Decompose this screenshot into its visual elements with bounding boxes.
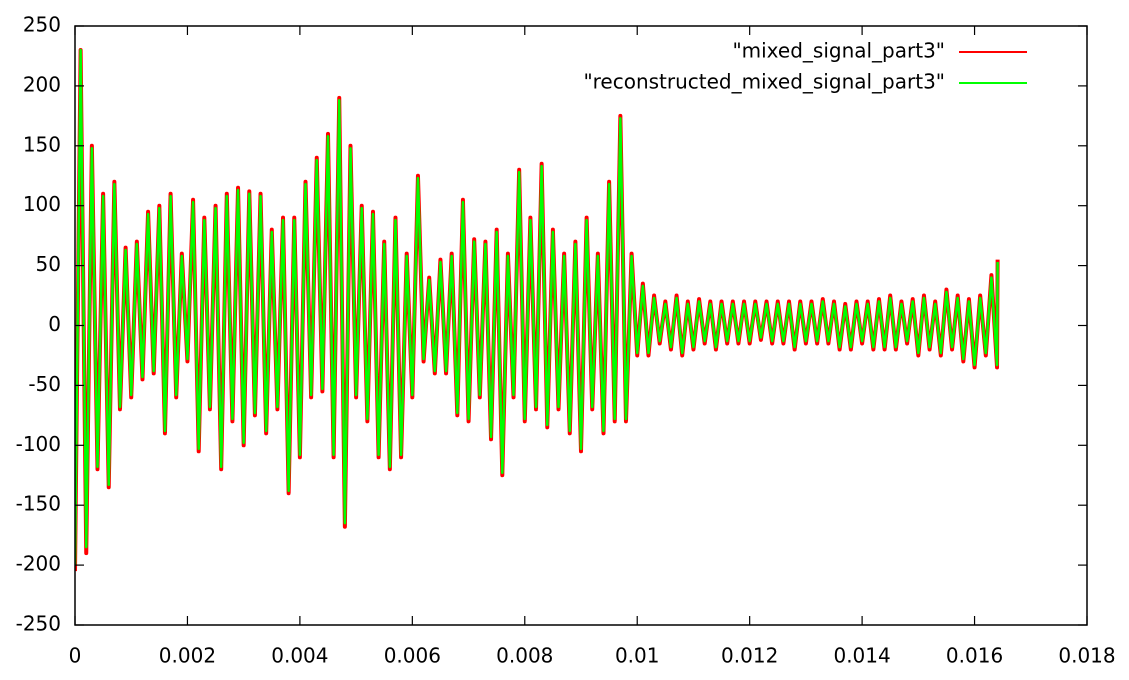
y-tick-label: -100: [16, 432, 61, 456]
x-tick-label: 0.014: [833, 644, 890, 668]
x-tick-label: 0.016: [946, 644, 1003, 668]
plot-area: [75, 47, 1000, 572]
y-tick-label: 250: [23, 13, 61, 37]
y-tick-label: 100: [23, 192, 61, 216]
x-tick-label: 0.012: [721, 644, 778, 668]
x-tick-label: 0.002: [159, 644, 216, 668]
x-tick-label: 0.018: [1058, 644, 1115, 668]
legend-label: "reconstructed_mixed_signal_part3": [583, 70, 945, 94]
x-tick-label: 0.008: [496, 644, 553, 668]
y-tick-label: -150: [16, 492, 61, 516]
y-tick-label: 0: [48, 312, 61, 336]
x-tick-label: 0.006: [384, 644, 441, 668]
x-tick-label: 0.01: [615, 644, 660, 668]
x-tick-label: 0.004: [271, 644, 328, 668]
plot-border: [74, 25, 1088, 626]
y-tick-label: -50: [28, 372, 61, 396]
y-tick-label: 150: [23, 132, 61, 156]
y-tick-label: -250: [16, 612, 61, 636]
legend-label: "mixed_signal_part3": [732, 39, 945, 63]
x-tick-label: 0: [69, 644, 82, 668]
y-tick-label: 50: [36, 252, 61, 276]
y-tick-label: -200: [16, 552, 61, 576]
signal-line: [75, 48, 999, 566]
y-tick-label: 200: [23, 72, 61, 96]
